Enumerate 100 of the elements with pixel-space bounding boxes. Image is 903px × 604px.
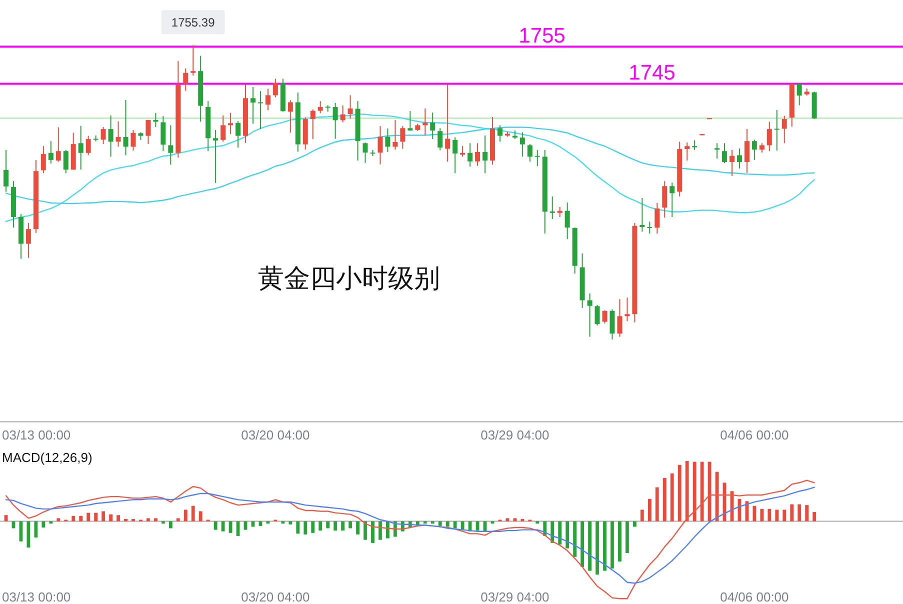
annotation: 1755.39 — [171, 16, 216, 30]
bar — [296, 521, 300, 534]
candlestick — [422, 108, 428, 136]
bar — [102, 511, 105, 522]
bar — [4, 515, 8, 522]
candlestick — [4, 149, 8, 192]
bar — [198, 511, 202, 522]
candlestick — [310, 108, 316, 140]
bar — [760, 508, 764, 522]
candlestick — [100, 126, 106, 145]
candlestick — [774, 109, 780, 152]
x-tick-label: 04/06 00:00 — [720, 428, 789, 442]
candlestick — [400, 126, 406, 150]
candlestick — [594, 304, 600, 326]
candlestick — [213, 129, 218, 184]
bar — [460, 521, 464, 530]
bar — [640, 510, 644, 522]
text: 黄金四小时级别 — [258, 263, 440, 293]
candlestick — [392, 119, 398, 150]
candlestick — [40, 146, 46, 174]
bar — [692, 462, 696, 522]
bar — [790, 504, 794, 522]
bar — [341, 521, 344, 531]
bar — [558, 521, 562, 544]
candlestick — [272, 78, 278, 98]
x-tick-label: 03/29 04:00 — [480, 428, 550, 442]
candlestick — [190, 44, 196, 76]
candlestick — [497, 124, 502, 142]
candlestick — [258, 90, 263, 130]
candlestick — [168, 124, 174, 166]
candlestick — [236, 120, 241, 148]
bar — [588, 521, 592, 571]
candlestick — [318, 100, 323, 114]
candlestick — [378, 126, 383, 165]
bar — [618, 521, 622, 562]
candlestick — [288, 100, 293, 134]
bar — [154, 518, 158, 522]
annotation: 1755 — [518, 24, 566, 48]
bar — [56, 518, 60, 522]
candlestick — [385, 128, 390, 152]
candlestick — [160, 116, 166, 152]
bar — [109, 514, 112, 522]
bar — [356, 521, 360, 534]
bar — [378, 521, 382, 540]
bar — [632, 521, 636, 527]
bar — [334, 521, 338, 531]
bar — [610, 521, 614, 568]
bar — [678, 464, 682, 522]
bar — [655, 487, 659, 522]
x-tick-label: 04/06 00:00 — [720, 590, 789, 604]
bar — [670, 473, 674, 522]
candlestick — [348, 94, 353, 120]
candlestick — [752, 139, 757, 160]
bar — [775, 510, 779, 522]
candlestick — [782, 115, 787, 144]
candlestick — [183, 68, 188, 92]
candlestick — [63, 149, 68, 174]
bar — [311, 521, 315, 533]
bar — [700, 462, 704, 522]
bar — [386, 521, 390, 538]
bar — [191, 506, 195, 522]
bar — [221, 521, 225, 532]
bar — [364, 521, 367, 540]
bar — [805, 505, 809, 522]
candlestick — [520, 132, 525, 158]
bar — [132, 518, 135, 522]
candlestick — [602, 310, 608, 324]
bar — [446, 521, 450, 527]
candlestick — [729, 149, 734, 176]
candlestick — [527, 144, 532, 162]
bar — [79, 516, 83, 522]
bar — [782, 510, 786, 522]
chart-title: MACD(12,26,9) — [2, 450, 92, 465]
candlestick — [438, 128, 443, 151]
candlestick — [475, 142, 480, 166]
candlestick — [610, 308, 615, 340]
bar — [326, 521, 330, 528]
annotation: 1745 — [628, 62, 676, 85]
candlestick — [26, 222, 31, 258]
bar — [116, 515, 120, 522]
candlestick — [647, 221, 652, 234]
candlestick — [617, 298, 622, 338]
candlestick — [662, 180, 668, 218]
bar — [86, 512, 90, 522]
candlestick — [123, 99, 128, 156]
x-tick-label: 03/20 04:00 — [241, 428, 310, 442]
bar — [34, 521, 38, 538]
bar — [648, 498, 652, 522]
x-tick-label: 03/20 04:00 — [241, 590, 310, 604]
bar — [812, 512, 816, 522]
bar — [506, 518, 510, 522]
bar — [513, 518, 517, 522]
candlestick — [640, 197, 645, 232]
candlestick — [362, 142, 368, 164]
bar — [146, 518, 150, 522]
candlestick — [587, 293, 592, 338]
bar — [42, 521, 46, 528]
bar — [168, 521, 172, 528]
x-tick-label: 03/13 00:00 — [2, 590, 71, 604]
bar — [438, 521, 442, 526]
